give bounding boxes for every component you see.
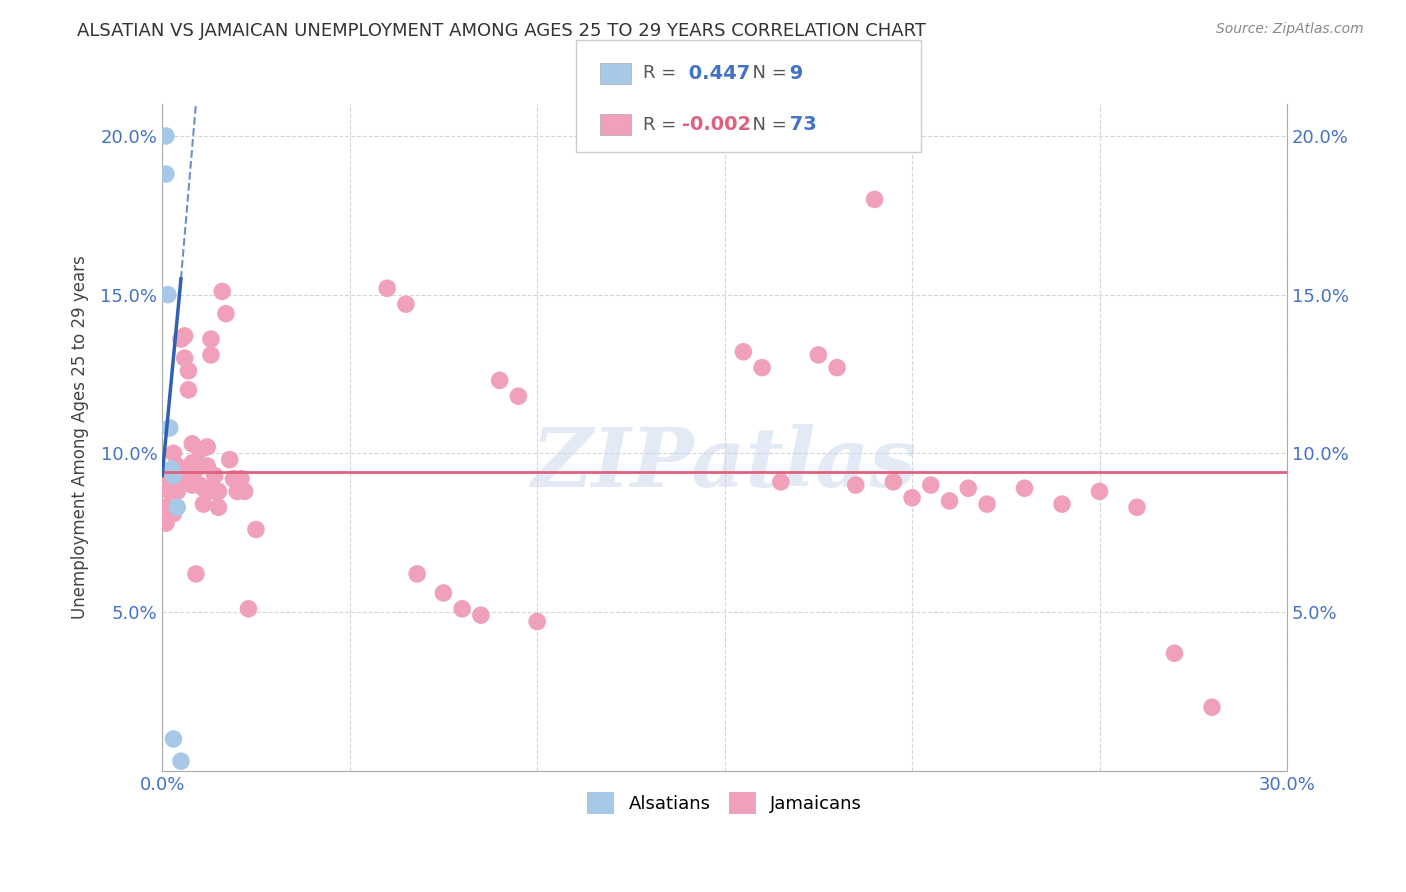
Point	[162, 731, 184, 746]
Point	[207, 484, 229, 499]
Point	[226, 484, 249, 499]
Point	[238, 602, 260, 616]
Point	[204, 484, 226, 499]
Point	[1088, 484, 1111, 499]
Legend: Alsatians, Jamaicans: Alsatians, Jamaicans	[579, 785, 869, 822]
Point	[162, 472, 184, 486]
Point	[155, 516, 177, 530]
Point	[432, 586, 454, 600]
Text: 9: 9	[783, 64, 803, 83]
Point	[159, 466, 181, 480]
Text: -0.002: -0.002	[682, 115, 751, 134]
Point	[200, 332, 222, 346]
Point	[901, 491, 924, 505]
Point	[159, 503, 181, 517]
Point	[162, 468, 184, 483]
Point	[751, 360, 773, 375]
Point	[733, 344, 755, 359]
Point	[193, 481, 215, 495]
Point	[195, 458, 218, 473]
Point	[526, 615, 548, 629]
Point	[184, 566, 207, 581]
Point	[938, 494, 960, 508]
Text: 73: 73	[783, 115, 817, 134]
Point	[488, 373, 510, 387]
Point	[1050, 497, 1073, 511]
Point	[162, 446, 184, 460]
Point	[1163, 646, 1185, 660]
Point	[807, 348, 830, 362]
Point	[170, 754, 193, 768]
Point	[825, 360, 848, 375]
Point	[155, 500, 177, 515]
Point	[508, 389, 530, 403]
Point	[173, 466, 195, 480]
Point	[177, 383, 200, 397]
Point	[159, 484, 181, 499]
Point	[193, 497, 215, 511]
Text: N =: N =	[741, 64, 793, 82]
Point	[920, 478, 942, 492]
Point	[1014, 481, 1036, 495]
Point	[204, 468, 226, 483]
Point	[957, 481, 980, 495]
Point	[200, 348, 222, 362]
Text: 0.447: 0.447	[682, 64, 751, 83]
Point	[173, 351, 195, 365]
Text: ZIPatlas: ZIPatlas	[531, 424, 917, 504]
Point	[211, 285, 233, 299]
Point	[233, 484, 256, 499]
Point	[159, 421, 181, 435]
Point	[170, 472, 193, 486]
Point	[173, 329, 195, 343]
Point	[181, 456, 204, 470]
Point	[181, 478, 204, 492]
Point	[156, 287, 179, 301]
Point	[188, 443, 211, 458]
Point	[162, 507, 184, 521]
Point	[882, 475, 904, 489]
Point	[177, 364, 200, 378]
Point	[170, 332, 193, 346]
Point	[769, 475, 792, 489]
Text: Source: ZipAtlas.com: Source: ZipAtlas.com	[1216, 22, 1364, 37]
Point	[215, 307, 238, 321]
Point	[229, 472, 252, 486]
Point	[181, 437, 204, 451]
Point	[375, 281, 398, 295]
Point	[1126, 500, 1149, 515]
Point	[845, 478, 868, 492]
Point	[863, 193, 886, 207]
Point	[245, 523, 267, 537]
Point	[166, 500, 188, 515]
Point	[1201, 700, 1223, 714]
Point	[451, 602, 474, 616]
Text: N =: N =	[741, 116, 793, 134]
Point	[155, 478, 177, 492]
Point	[976, 497, 998, 511]
Text: R =: R =	[643, 116, 682, 134]
Text: R =: R =	[643, 64, 682, 82]
Point	[406, 566, 429, 581]
Point	[166, 484, 188, 499]
Point	[155, 128, 177, 143]
Point	[207, 500, 229, 515]
Point	[166, 458, 188, 473]
Text: ALSATIAN VS JAMAICAN UNEMPLOYMENT AMONG AGES 25 TO 29 YEARS CORRELATION CHART: ALSATIAN VS JAMAICAN UNEMPLOYMENT AMONG …	[77, 22, 927, 40]
Point	[160, 462, 183, 476]
Point	[195, 440, 218, 454]
Y-axis label: Unemployment Among Ages 25 to 29 years: Unemployment Among Ages 25 to 29 years	[72, 256, 89, 619]
Point	[218, 452, 240, 467]
Point	[395, 297, 418, 311]
Point	[184, 462, 207, 476]
Point	[470, 608, 492, 623]
Point	[188, 458, 211, 473]
Point	[222, 472, 245, 486]
Point	[188, 478, 211, 492]
Point	[155, 167, 177, 181]
